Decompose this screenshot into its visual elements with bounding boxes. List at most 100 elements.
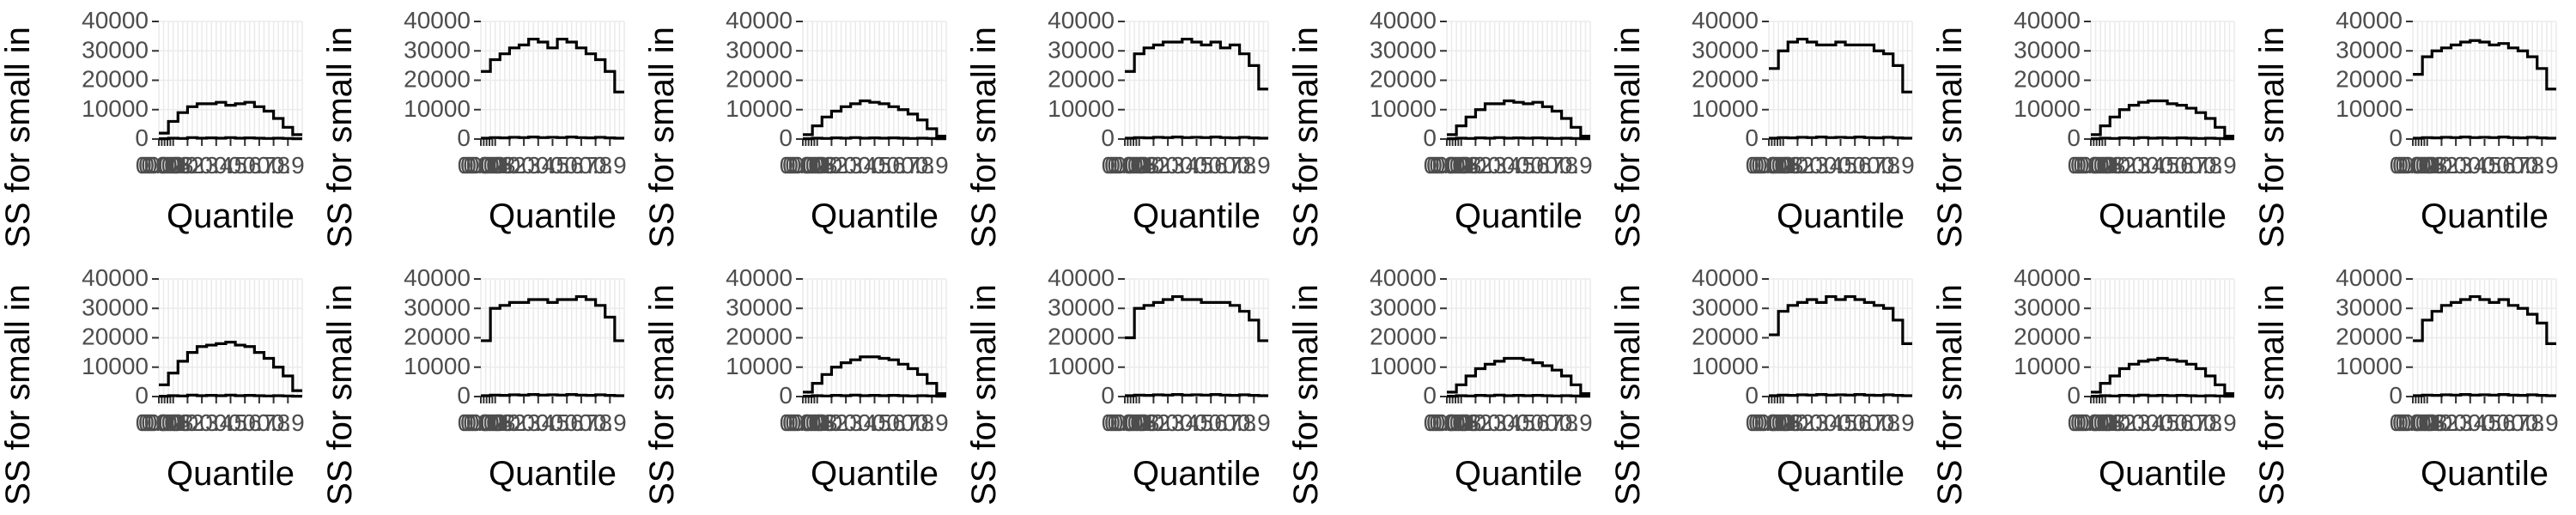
series-line-lower [803,393,946,398]
y-axis-title: SS for small in [0,27,37,248]
x-tick-label: 0.04 [463,409,510,436]
x-tick-label: 0.7 [1530,152,1564,179]
facet-panel-16: 0 10000 20000 30000 40000 0.000.020.040.060.0… [2253,264,2559,506]
x-tick-label: 0.00 [1102,409,1149,436]
y-axis-title: SS for small in [2253,284,2291,506]
x-tick-label: 0.3 [185,152,219,179]
x-tick-label: 0.06 [2398,152,2445,179]
x-tick-label: 0.9 [915,152,949,179]
x-tick-label: 0.8 [1223,152,1256,179]
y-axis-title: SS for small in [1931,284,1969,506]
x-tick-label: 0.3 [829,409,863,436]
y-tick-label: 10000 [1048,353,1115,379]
y-tick-label: 0 [1101,124,1115,151]
x-tick-label: 0.3 [1795,409,1829,436]
x-tick-label: 0.02 [2392,152,2439,179]
x-tick-label: 0.3 [2117,152,2151,179]
x-tick-label: 0.4 [1487,152,1521,179]
x-tick-label: 0.5 [214,152,247,179]
series-line-upper [1125,294,1268,342]
x-tick-label: 0.00 [2390,409,2437,436]
series-line-lower [2413,136,2556,140]
x-tick-label: 0.7 [886,409,920,436]
series-line-lower [1125,136,1268,140]
y-tick-label: 30000 [82,36,149,63]
x-tick-label: 0.5 [1180,152,1213,179]
series-line-upper [1769,37,1912,94]
x-tick-label: 0.7 [1530,409,1564,436]
x-tick-label: 0.5 [2146,152,2179,179]
y-tick-label: 10000 [2014,353,2081,379]
facet-panel-11: 0 10000 20000 30000 40000 0.000.020.040.060.0… [643,264,949,506]
x-tick-label: 0.4 [843,152,877,179]
x-tick-label: 0.5 [858,152,891,179]
x-tick-label: 0.8 [1223,409,1256,436]
series-line-upper [481,294,624,342]
x-tick-label: 0.00 [1746,152,1793,179]
series-line-lower [481,393,624,397]
y-tick-label: 0 [1745,382,1759,409]
x-tick-label: 0.9 [1237,152,1271,179]
x-tick-label: 0.8 [2189,409,2222,436]
x-tick-label: 0.06 [1110,409,1157,436]
x-tick-label: 0.2 [171,152,204,179]
x-tick-label: 0.00 [2390,152,2437,179]
x-tick-label: 0.6 [1194,409,1228,436]
x-tick-label: 0.7 [1852,409,1886,436]
x-tick-label: 0.3 [2439,152,2473,179]
y-tick-label: 0 [2389,382,2403,409]
x-tick-label: 0.5 [536,409,569,436]
x-tick-label: 0.8 [1545,409,1578,436]
y-tick-label: 20000 [404,66,471,93]
x-tick-label: 0.06 [1432,152,1479,179]
x-tick-label: 0.2 [171,409,204,436]
x-tick-label: 0.08 [469,152,516,179]
x-tick-label: 0.06 [466,409,513,436]
y-axis-title: SS for small in [0,284,37,506]
x-tick-label: 0.9 [2525,409,2559,436]
y-tick-label: 40000 [2014,7,2081,33]
y-tick-label: 20000 [1370,66,1437,93]
y-tick-label: 30000 [1370,36,1437,63]
x-tick-label: 0.4 [2453,152,2487,179]
x-tick-label: 0.06 [144,152,191,179]
x-tick-label: 0.2 [1137,152,1170,179]
x-tick-label: 0.2 [1459,152,1492,179]
x-tick-label: 0.1 [1122,409,1156,436]
x-tick-label: 0.4 [1809,409,1843,436]
x-tick-label: 0.7 [2496,152,2530,179]
series-line-lower [1769,136,1912,140]
y-tick-label: 10000 [2336,95,2403,122]
x-tick-label: 0.02 [460,409,507,436]
y-tick-label: 0 [2389,124,2403,151]
x-tick-label: 0.06 [788,409,835,436]
series-line-lower [803,136,946,141]
series-line-upper [1769,294,1912,345]
x-tick-label: 0.00 [1424,409,1471,436]
x-tick-label: 0.8 [1545,152,1578,179]
x-tick-label: 0.00 [458,152,505,179]
x-tick-label: 0.1 [478,152,512,179]
x-axis-title: Quantile [1455,455,1583,493]
y-tick-label: 30000 [1692,36,1759,63]
x-tick-label: 0.5 [858,409,891,436]
y-tick-label: 10000 [404,353,471,379]
x-tick-label: 0.5 [536,152,569,179]
y-tick-label: 10000 [1692,95,1759,122]
series-line-lower [1447,393,1590,398]
y-tick-label: 0 [1101,382,1115,409]
x-tick-label: 0.2 [2103,152,2136,179]
x-tick-label: 0.08 [2079,409,2126,436]
x-tick-label: 0.7 [242,409,276,436]
x-tick-label: 0.08 [1757,152,1804,179]
x-tick-label: 0.02 [1104,409,1151,436]
y-tick-label: 0 [1423,382,1437,409]
x-tick-label: 0.1 [478,409,512,436]
x-tick-label: 0.9 [1237,409,1271,436]
x-axis-title: Quantile [1133,197,1261,235]
x-tick-label: 0.4 [843,409,877,436]
x-tick-label: 0.7 [2174,409,2208,436]
x-tick-label: 0.04 [785,409,832,436]
